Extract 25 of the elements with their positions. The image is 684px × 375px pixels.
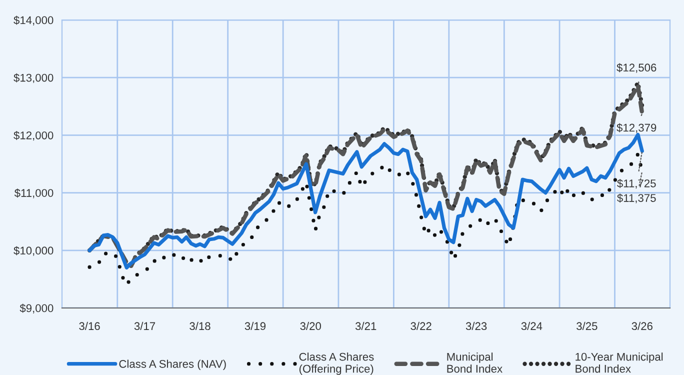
x-tick-label: 3/17 [134, 322, 156, 330]
x-tick-label: 3/18 [190, 322, 210, 330]
x-tick-label: 3/24 [521, 322, 542, 330]
x-tick-label: 3/20 [300, 322, 321, 330]
annotation: $12,379 [616, 123, 656, 133]
x-tick-label: 3/19 [244, 322, 266, 330]
y-tick-label: $10,000 [14, 246, 54, 256]
x-tick-label: 3/22 [410, 322, 432, 330]
x-tick-label: 3/25 [576, 322, 598, 330]
legend-label: 10-Year Municipal Bond Index [576, 352, 663, 373]
legend-label: Class A Shares (Offering Price) [299, 352, 374, 375]
x-tick-label: 3/16 [79, 322, 100, 330]
annotation: $12,506 [616, 63, 656, 73]
x-tick-label: 3/21 [355, 322, 376, 330]
annotation: $11,725 [617, 179, 656, 189]
y-tick-label: $14,000 [14, 16, 54, 26]
y-tick-label: $9,000 [20, 304, 54, 314]
legend-label: Municipal Bond Index [447, 352, 502, 373]
y-tick-label: $13,000 [14, 73, 54, 84]
y-tick-label: $12,000 [14, 131, 54, 141]
x-tick-label: 3/23 [466, 322, 487, 330]
annotation: $11,375 [617, 194, 656, 204]
y-tick-label: $11,000 [14, 188, 54, 198]
legend-label: Class A Shares (NAV) [119, 360, 226, 370]
x-tick-label: 3/26 [632, 322, 652, 330]
